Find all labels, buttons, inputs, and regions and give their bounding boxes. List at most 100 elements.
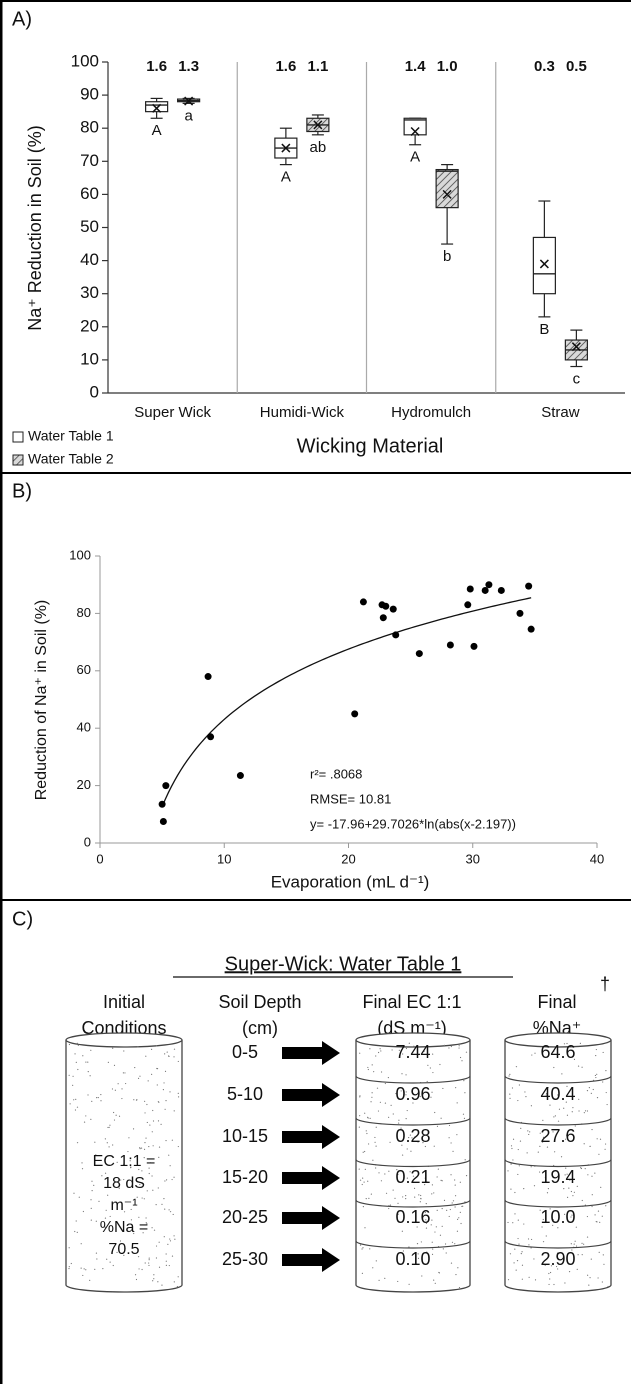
stipple	[566, 1042, 568, 1045]
stipple	[586, 1236, 589, 1238]
stipple	[374, 1141, 376, 1143]
stipple	[163, 1082, 165, 1084]
stipple	[580, 1167, 582, 1169]
stipple	[420, 1197, 422, 1200]
stipple	[113, 1119, 116, 1121]
stipple	[157, 1187, 159, 1189]
stipple	[136, 1196, 138, 1198]
stipple	[392, 1113, 394, 1115]
arrow	[282, 1083, 340, 1107]
stipple	[377, 1110, 380, 1112]
stipple	[362, 1151, 364, 1153]
stipple	[405, 1091, 407, 1093]
stipple	[372, 1267, 374, 1269]
stipple	[390, 1104, 392, 1106]
stipple	[442, 1087, 444, 1090]
stipple	[429, 1067, 431, 1069]
stipple	[592, 1088, 594, 1091]
arrow	[282, 1166, 340, 1190]
stipple	[533, 1185, 536, 1187]
stipple	[401, 1154, 404, 1156]
stipple	[520, 1127, 522, 1129]
stipple	[589, 1277, 591, 1279]
stipple	[528, 1244, 530, 1246]
stipple	[402, 1250, 405, 1252]
box	[435, 168, 459, 209]
stipple	[419, 1095, 421, 1098]
stipple	[93, 1184, 95, 1186]
stipple	[605, 1205, 607, 1207]
stipple	[177, 1060, 179, 1063]
stipple	[464, 1159, 466, 1161]
stipple	[556, 1252, 559, 1254]
stipple	[421, 1275, 423, 1277]
stipple	[570, 1190, 572, 1193]
stipple	[583, 1143, 585, 1145]
stipple	[165, 1253, 167, 1255]
stipple	[510, 1188, 512, 1190]
y-tick-label: 40	[80, 250, 99, 269]
stipple	[545, 1092, 548, 1095]
stipple	[527, 1238, 530, 1240]
stipple	[577, 1254, 579, 1256]
stipple	[511, 1087, 514, 1089]
top-label: 0.3	[534, 58, 555, 75]
stipple	[594, 1214, 596, 1216]
initial-condition: 70.5	[108, 1241, 139, 1258]
stipple	[517, 1148, 519, 1151]
stipple	[515, 1066, 518, 1068]
stipple	[400, 1045, 402, 1047]
stipple	[152, 1280, 154, 1282]
box	[145, 101, 169, 113]
stipple	[539, 1132, 541, 1134]
fit-curve	[161, 597, 532, 807]
stipple	[557, 1268, 559, 1270]
segment-divider	[504, 1159, 612, 1168]
stipple	[518, 1084, 520, 1086]
stipple	[359, 1052, 361, 1054]
stipple	[449, 1208, 451, 1211]
stipple	[605, 1091, 607, 1094]
stipple	[391, 1049, 393, 1051]
stipple	[424, 1145, 426, 1148]
stipple	[395, 1092, 397, 1095]
stipple	[462, 1113, 465, 1115]
stipple	[554, 1151, 556, 1153]
stipple	[424, 1177, 426, 1179]
stipple	[565, 1138, 567, 1140]
stipple	[100, 1093, 102, 1096]
stipple	[371, 1092, 373, 1094]
stipple	[411, 1254, 413, 1257]
stipple	[603, 1263, 605, 1265]
stipple	[405, 1117, 407, 1120]
stipple	[598, 1251, 600, 1253]
stipple	[148, 1259, 150, 1261]
stipple	[384, 1173, 386, 1175]
stipple	[529, 1131, 531, 1133]
stipple	[171, 1255, 174, 1257]
stipple	[156, 1068, 159, 1070]
stipple	[417, 1257, 420, 1259]
stipple	[434, 1282, 436, 1284]
scatter-point	[159, 817, 167, 825]
stipple	[450, 1045, 452, 1048]
stipple	[397, 1213, 399, 1215]
stipple	[174, 1238, 176, 1240]
stipple	[155, 1204, 157, 1206]
stipple	[369, 1248, 371, 1250]
stipple	[591, 1175, 593, 1177]
stipple	[134, 1274, 137, 1276]
stipple	[514, 1248, 516, 1250]
stipple	[450, 1142, 452, 1144]
na-value: 64.6	[540, 1042, 575, 1062]
stipple	[374, 1136, 376, 1139]
stipple	[359, 1179, 362, 1181]
depth-label: 5-10	[227, 1084, 263, 1104]
stipple	[68, 1043, 71, 1046]
stipple	[512, 1222, 514, 1224]
stipple	[424, 1211, 426, 1214]
stipple	[456, 1134, 458, 1136]
stipple	[549, 1104, 551, 1106]
stipple	[513, 1262, 515, 1264]
stipple	[361, 1272, 363, 1274]
